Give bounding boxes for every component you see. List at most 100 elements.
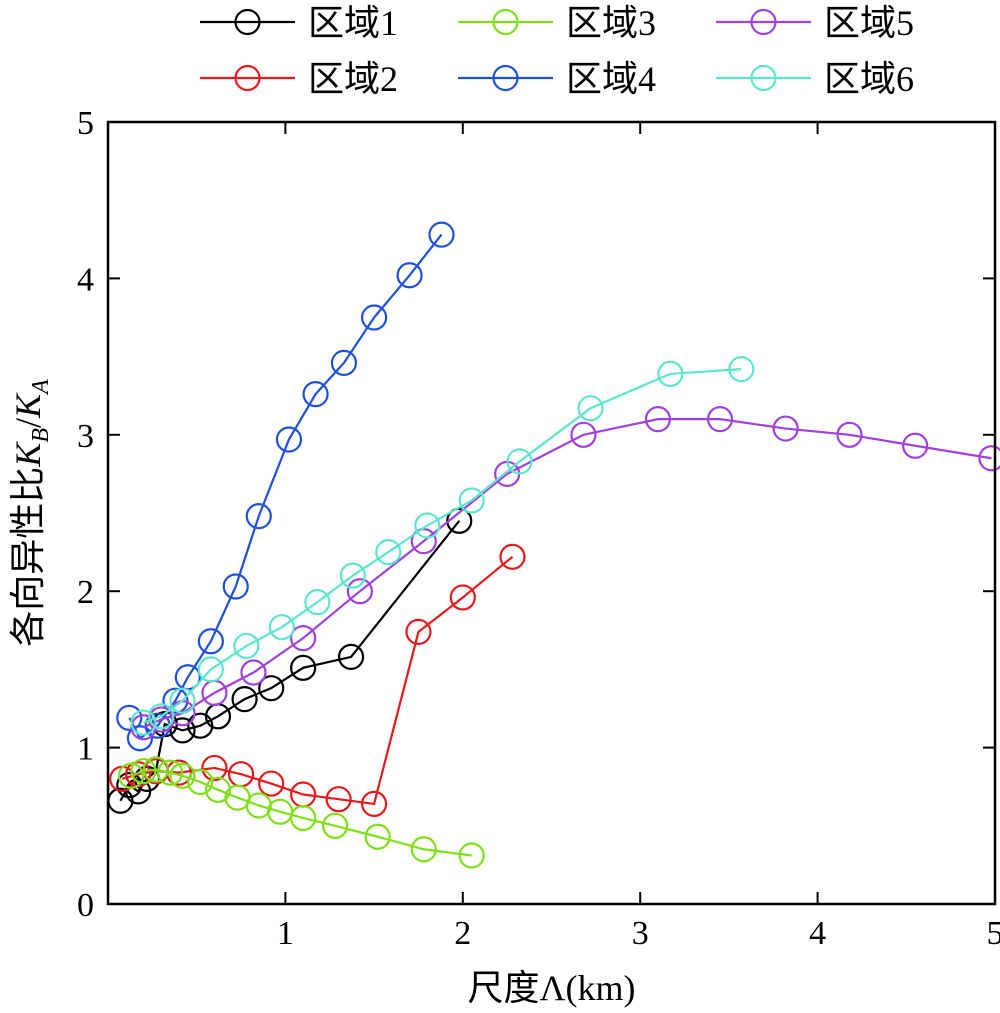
data-point [197,656,224,683]
legend-label: 区域4 [566,59,656,99]
data-point [258,770,285,797]
data-point [396,262,423,289]
legend-item: 区域6 [716,59,914,99]
legend: 区域1 区域2 区域3 区域4 区域5 区域6 [200,3,914,99]
y-axis-title-prefix: 各向异性比 [8,467,48,647]
series-1 [107,507,473,814]
data-point [577,395,604,422]
series-line [143,418,992,729]
data-point [339,562,366,589]
series-5 [130,406,1000,741]
legend-marker [750,64,777,92]
data-point [506,448,533,475]
x-tick-label: 1 [277,915,294,952]
legend-marker [492,64,519,92]
legend-label: 区域1 [308,3,398,43]
data-point [258,675,285,702]
data-point [302,381,329,408]
data-point [414,512,441,539]
data-point [330,349,358,376]
x-tick-label: 5 [987,915,1000,952]
data-point [361,790,388,818]
data-point [169,687,196,714]
data-point [142,756,169,783]
data-point [130,709,157,736]
series-line [143,368,742,724]
data-point [375,538,402,566]
data-point [364,823,391,850]
y-axis-title: 各向异性比KB/KA [8,379,54,647]
data-point [201,754,228,782]
plot-frame [106,120,997,906]
data-point [361,304,388,331]
data-point [644,406,672,433]
y-tick-label: 1 [77,731,94,768]
data-point [116,704,143,731]
series-line [119,520,461,802]
x-tick-label: 2 [454,915,471,952]
data-point [117,762,145,789]
data-point [290,654,317,681]
y-axis-title-var: K [8,392,48,419]
data-point [405,618,432,645]
legend-marker [234,64,261,92]
data-point [772,415,799,442]
data-point [304,589,331,616]
data-point [222,573,249,600]
data-point [197,628,224,655]
y-axis-title-sub: A [28,379,54,396]
data-point [126,725,154,752]
data-point [570,421,597,448]
data-point [169,717,196,744]
series-2 [109,543,526,818]
legend-marker [492,8,519,36]
data-point [325,786,352,813]
data-point [728,356,755,383]
data-point [156,759,184,786]
y-axis-title-sub: B [28,428,54,443]
data-point [204,776,232,803]
x-tick-label: 3 [632,915,649,952]
data-point [148,703,175,730]
data-point [290,804,317,832]
y-tick-label: 4 [77,261,94,298]
legend-item: 区域1 [200,3,398,43]
data-point [499,543,526,570]
legend-item: 区域4 [458,59,656,99]
data-point [978,445,1000,472]
series-line [128,233,443,740]
legend-marker [750,8,777,36]
data-point [268,614,295,641]
legend-item: 区域5 [716,3,914,43]
data-point [706,406,734,433]
data-point [902,432,929,459]
data-point [245,503,272,530]
axis-ticks: 1 2 3 4 5 0 1 2 3 4 5 [77,105,1000,952]
data-point [162,687,189,714]
data-point [428,221,455,248]
data-point [130,757,157,785]
y-tick-label: 3 [77,418,94,455]
series-4 [116,221,455,752]
data-point [169,762,196,789]
series-6 [130,356,755,736]
y-axis-title-var: K [8,441,48,468]
data-point [410,836,437,863]
data-point [458,487,485,514]
data-point [240,659,267,686]
legend-item: 区域3 [458,3,656,43]
y-tick-label: 0 [77,887,94,924]
data-point [346,578,374,605]
x-axis-title: 尺度Λ(km) [467,968,635,1008]
data-point [275,426,303,453]
data-point [233,632,260,660]
legend-label: 区域2 [308,59,398,99]
legend-label: 区域5 [824,3,914,43]
series-line [130,768,472,857]
y-tick-label: 2 [77,574,94,611]
x-tick-label: 4 [809,915,826,952]
legend-item: 区域2 [200,59,398,99]
data-point [290,625,317,652]
data-point [231,686,258,713]
